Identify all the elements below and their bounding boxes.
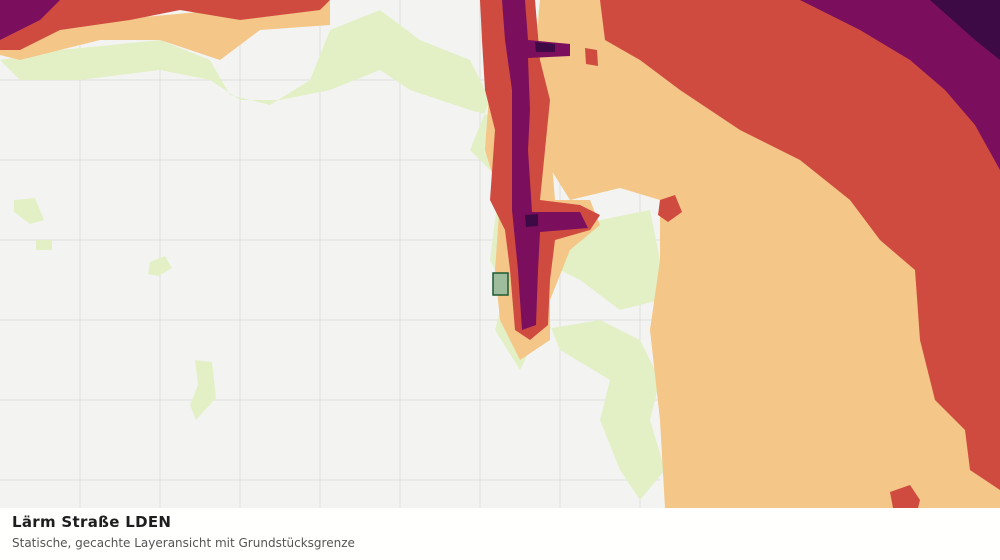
noise-map — [0, 0, 1000, 508]
noise-extreme — [525, 0, 1000, 227]
noise-high — [0, 0, 1000, 508]
noise-very-high — [0, 0, 1000, 330]
map-subtitle: Statische, gecachte Layeransicht mit Gru… — [12, 536, 355, 550]
map-title: Lärm Straße LDEN — [12, 513, 172, 531]
caption: Lärm Straße LDEN Statische, gecachte Lay… — [0, 508, 1000, 560]
parcel-boundary — [492, 272, 509, 296]
